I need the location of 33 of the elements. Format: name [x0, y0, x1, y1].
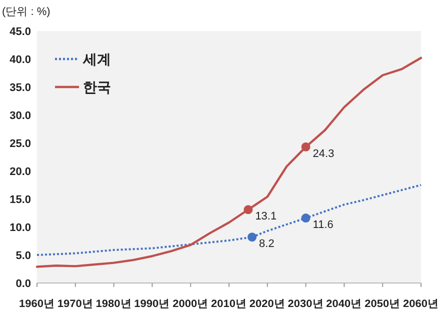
- point: [244, 205, 253, 214]
- x-tick-label: 2030년: [288, 298, 324, 310]
- data-label: 13.1: [255, 210, 277, 223]
- x-tick-label: 2040년: [326, 298, 362, 310]
- line-series: [36, 184, 422, 256]
- y-tick-label: 30.0: [10, 110, 31, 122]
- x-tick-label: 1960년: [19, 298, 55, 310]
- y-axis-title: (단위 : %): [2, 6, 50, 18]
- x-tick-label: 2010년: [211, 298, 247, 310]
- data-label: 24.3: [312, 148, 334, 160]
- point: [248, 232, 257, 242]
- x-tick-label: 2060년: [403, 298, 439, 310]
- y-tick-label: 10.0: [10, 222, 31, 234]
- data-label: 8.2: [259, 238, 274, 250]
- legend-label: 한국: [83, 79, 111, 95]
- legend-label: 세계: [82, 51, 111, 67]
- x-tick-label: 2000년: [172, 298, 209, 310]
- point: [301, 142, 310, 152]
- y-tick-label: 25.0: [10, 138, 31, 150]
- x-tick-label: 1990년: [134, 298, 170, 310]
- y-tick-label: 0.0: [16, 278, 31, 290]
- y-tick-label: 15.0: [10, 194, 31, 206]
- x-tick-label: 1980년: [96, 298, 132, 310]
- y-tick-label: 20.0: [10, 166, 31, 178]
- point: [301, 214, 310, 223]
- x-tick-label: 2020년: [249, 298, 286, 310]
- y-tick-label: 45.0: [10, 26, 31, 38]
- y-tick-label: 40.0: [10, 54, 31, 66]
- x-tick-label: 2050년: [364, 298, 401, 310]
- data-label: 11.6: [312, 219, 334, 232]
- y-tick-label: 35.0: [10, 82, 31, 94]
- x-tick-label: 1970년: [57, 298, 94, 310]
- y-tick-label: 5.0: [16, 250, 31, 262]
